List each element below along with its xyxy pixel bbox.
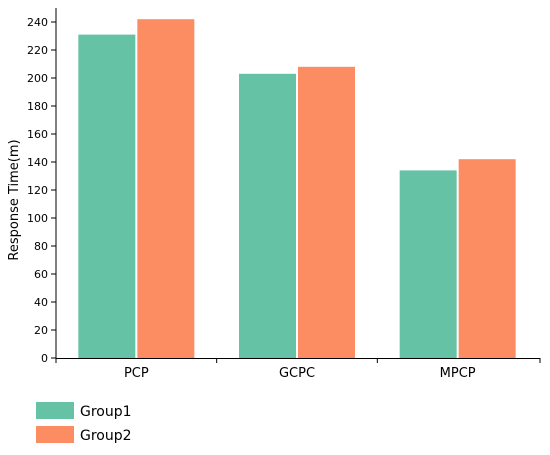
y-tick-label: 80: [34, 240, 48, 253]
bar-group1-pcp: [78, 34, 136, 358]
y-tick-label: 60: [34, 268, 48, 281]
y-tick-label: 120: [27, 184, 48, 197]
legend-swatch-group1: [36, 402, 74, 419]
x-ticks: PCP GCPC MPCP: [55, 358, 541, 381]
bar-group2-pcp: [137, 19, 195, 358]
y-ticks: 0 20 40 60 80 100 120 140 160 180 200 220 240: [27, 16, 56, 365]
y-tick-label: 180: [27, 100, 48, 113]
y-tick-label: 220: [27, 44, 48, 57]
legend-swatch-group2: [36, 426, 74, 443]
legend: Group1 Group2: [36, 402, 132, 444]
legend-label-group2: Group2: [80, 428, 132, 444]
x-tick-label: PCP: [124, 366, 149, 381]
y-tick-label: 200: [27, 72, 48, 85]
x-axis: PCP GCPC MPCP: [55, 358, 541, 381]
legend-label-group1: Group1: [80, 404, 132, 420]
bar-group1-mpcp: [399, 170, 457, 358]
x-tick-label: MPCP: [440, 366, 476, 381]
y-tick-label: 160: [27, 128, 48, 141]
bar-group2-gcpc: [298, 66, 355, 359]
y-tick-label: 140: [27, 156, 48, 169]
y-tick-label: 0: [41, 352, 48, 365]
y-tick-label: 20: [34, 324, 48, 337]
y-tick-label: 100: [27, 212, 48, 225]
y-axis-title: Response Time(m): [7, 139, 22, 260]
bars: [78, 19, 516, 359]
y-axis: 0 20 40 60 80 100 120 140 160 180 200 220 240 Respon…: [7, 8, 57, 365]
y-tick-label: 40: [34, 296, 48, 309]
bar-group1-gcpc: [239, 73, 296, 359]
bar-group2-mpcp: [458, 159, 516, 358]
y-tick-label: 240: [27, 16, 48, 29]
x-tick-label: GCPC: [279, 366, 315, 381]
